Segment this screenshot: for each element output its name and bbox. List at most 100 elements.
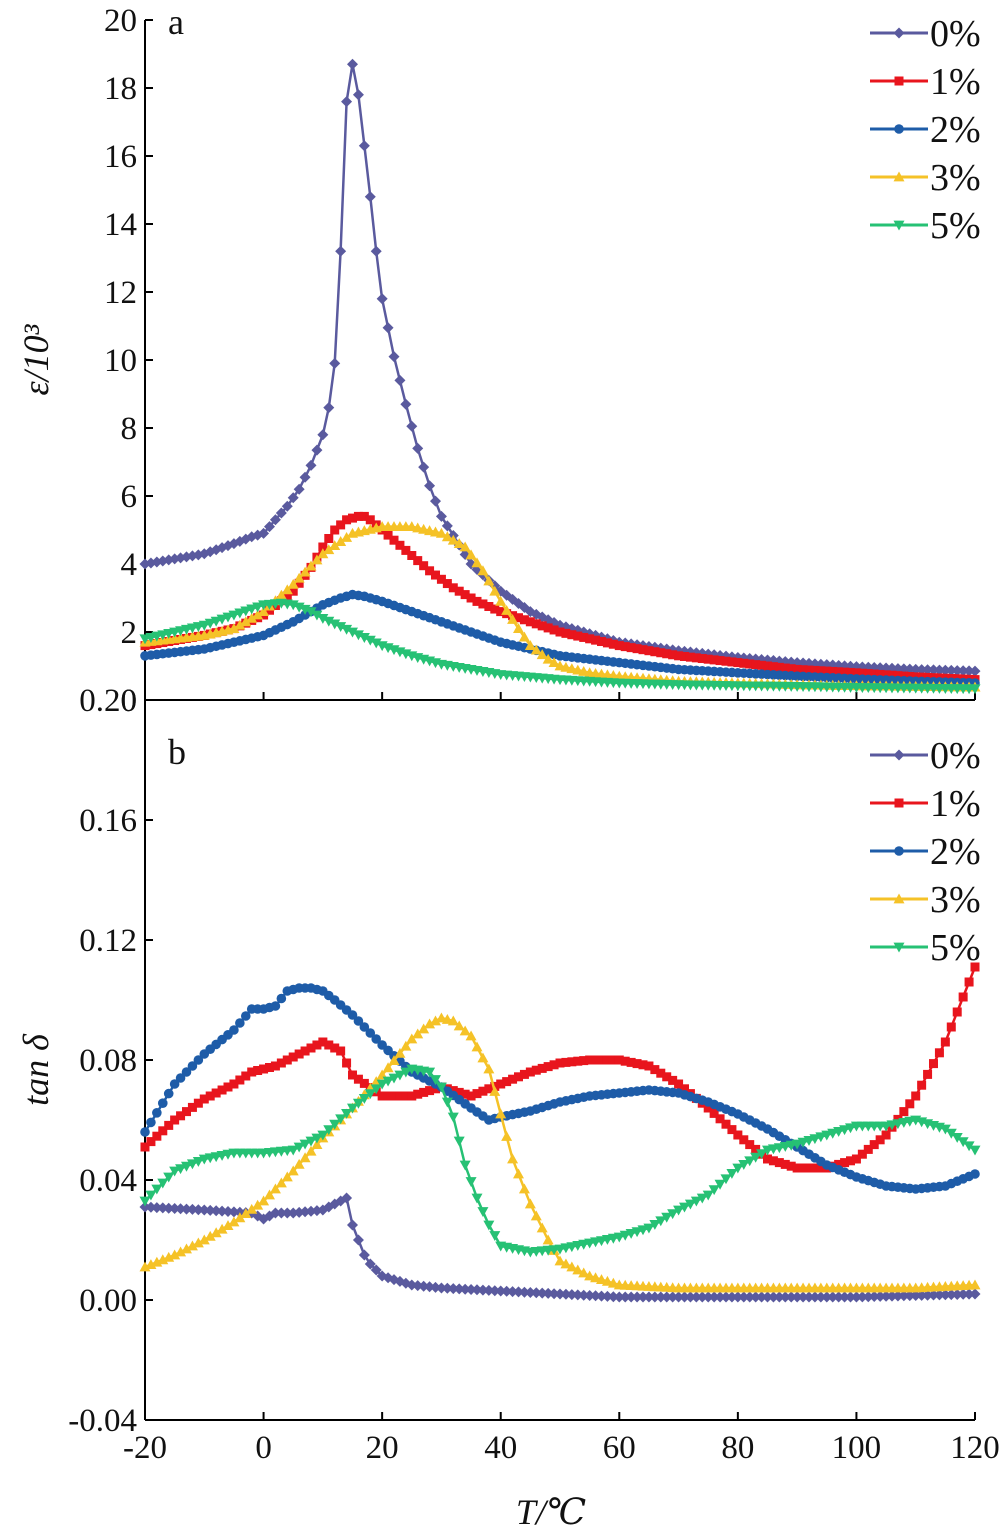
data-point [294, 578, 304, 588]
data-point [649, 1220, 661, 1230]
data-point [447, 1283, 459, 1295]
data-point [850, 1291, 862, 1303]
data-point [163, 1172, 175, 1183]
data-point [145, 1190, 157, 1201]
data-point [287, 578, 299, 589]
data-point [745, 1140, 755, 1150]
data-point [394, 374, 406, 386]
data-point [305, 607, 317, 618]
data-point [317, 614, 329, 624]
data-point [252, 609, 264, 620]
data-point [389, 535, 399, 545]
data-point [738, 1291, 750, 1303]
data-point [198, 620, 210, 631]
data-point [269, 1207, 281, 1219]
data-point [471, 1041, 483, 1052]
data-point [673, 1291, 685, 1303]
data-point [803, 1291, 815, 1303]
data-point [270, 1061, 280, 1071]
data-point [364, 1258, 376, 1270]
data-point [507, 614, 519, 624]
data-point [643, 1223, 655, 1234]
legend-label: 5% [930, 927, 981, 969]
data-point [376, 1079, 388, 1090]
data-point [940, 1037, 950, 1047]
data-point [815, 1132, 827, 1143]
data-point [447, 534, 459, 545]
data-point [176, 1111, 186, 1121]
data-point [810, 1163, 820, 1173]
data-point [567, 630, 577, 640]
data-point [537, 621, 547, 631]
data-point [146, 1117, 156, 1128]
data-point [317, 429, 329, 441]
data-point [192, 1237, 204, 1248]
data-point [602, 638, 612, 648]
data-point [341, 531, 353, 542]
data-point [804, 1163, 814, 1173]
data-point [330, 1043, 340, 1053]
data-point [572, 1264, 584, 1275]
data-point [525, 1067, 535, 1077]
data-point [928, 1289, 939, 1301]
data-point [815, 1291, 827, 1303]
data-point [768, 662, 778, 672]
data-point [341, 1192, 353, 1204]
data-point [685, 652, 695, 662]
data-point [951, 1288, 963, 1300]
data-point [478, 1086, 488, 1096]
data-point [483, 1063, 495, 1074]
legend-marker [894, 124, 904, 134]
y-tick-label: 0.20 [79, 683, 137, 719]
data-point [246, 1203, 258, 1214]
data-point [911, 1091, 921, 1101]
data-point [690, 1196, 702, 1207]
data-point [400, 1040, 412, 1051]
data-point [181, 1161, 192, 1172]
data-point [804, 665, 814, 675]
data-point [845, 1123, 856, 1134]
data-point [140, 1127, 150, 1137]
data-point [679, 1291, 690, 1303]
data-point [495, 1285, 507, 1297]
data-point [542, 1287, 554, 1299]
data-point [270, 1001, 281, 1011]
data-point [596, 1274, 607, 1284]
data-point [519, 1069, 529, 1079]
data-point [513, 1168, 524, 1179]
data-point [472, 1089, 482, 1099]
data-point [969, 1145, 981, 1156]
data-point [305, 459, 317, 471]
data-point [822, 666, 832, 676]
data-point [435, 1282, 447, 1294]
data-point [709, 655, 719, 665]
legend-label: 5% [930, 205, 981, 247]
data-point [347, 627, 358, 638]
data-point [471, 1193, 483, 1204]
legend-marker [894, 798, 904, 808]
y-tick-label: 20 [104, 3, 137, 39]
data-point [543, 623, 553, 633]
data-point [899, 1107, 909, 1117]
data-point [151, 1202, 163, 1214]
data-point [341, 1109, 353, 1119]
data-point [785, 1291, 797, 1303]
data-point [424, 1018, 436, 1029]
data-point [501, 604, 513, 615]
data-point [293, 1158, 305, 1169]
data-point [857, 668, 867, 678]
x-tick-label: 100 [832, 1430, 882, 1466]
data-point [763, 1154, 772, 1164]
data-point [696, 1193, 708, 1204]
data-point [846, 1156, 855, 1166]
data-point [774, 1158, 784, 1168]
data-point [186, 1203, 198, 1215]
data-point [518, 1183, 530, 1194]
data-point [425, 1086, 435, 1096]
data-point [649, 1291, 661, 1303]
data-point [750, 1291, 762, 1303]
data-point [969, 1288, 981, 1300]
legend-marker [893, 942, 905, 953]
y-tick-label: 0.08 [79, 1043, 137, 1079]
data-point [514, 1072, 523, 1082]
